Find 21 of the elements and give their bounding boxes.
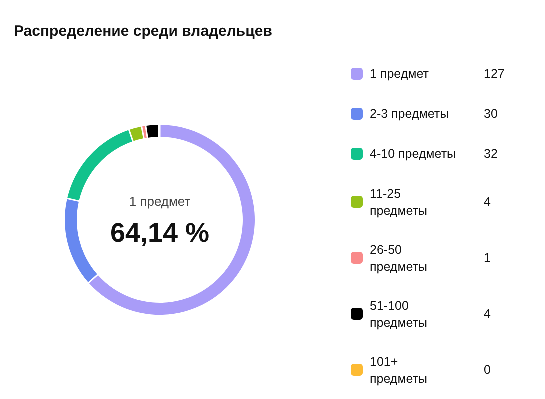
text: 0: [484, 363, 491, 377]
data-label: 32: [484, 147, 498, 161]
data-label: 127: [484, 67, 505, 81]
data-label: 1: [484, 251, 491, 265]
text: 64,14 %: [110, 218, 210, 248]
donut-slice: [89, 125, 255, 315]
legend-label: 1 предмет: [370, 67, 430, 81]
donut-slice: [65, 199, 98, 282]
data-label: 4: [484, 307, 491, 321]
legend-label: 101+ предметы: [370, 355, 428, 386]
chart-title: Распределение среди владельцев: [14, 23, 272, 40]
data-label: 30: [484, 107, 498, 121]
donut-slice: [142, 126, 147, 138]
donut-slice: [130, 126, 144, 142]
legend-label: 26-50 предметы: [370, 243, 428, 274]
legend-label: 2-3 предметы: [370, 107, 450, 121]
legend-label: 4-10 предметы: [370, 147, 456, 161]
legend-label: 51-100 предметы: [370, 299, 428, 330]
text: 1 предмет: [129, 194, 191, 209]
legend-label: 11-25 предметы: [370, 187, 428, 218]
data-label: 4: [484, 195, 491, 209]
